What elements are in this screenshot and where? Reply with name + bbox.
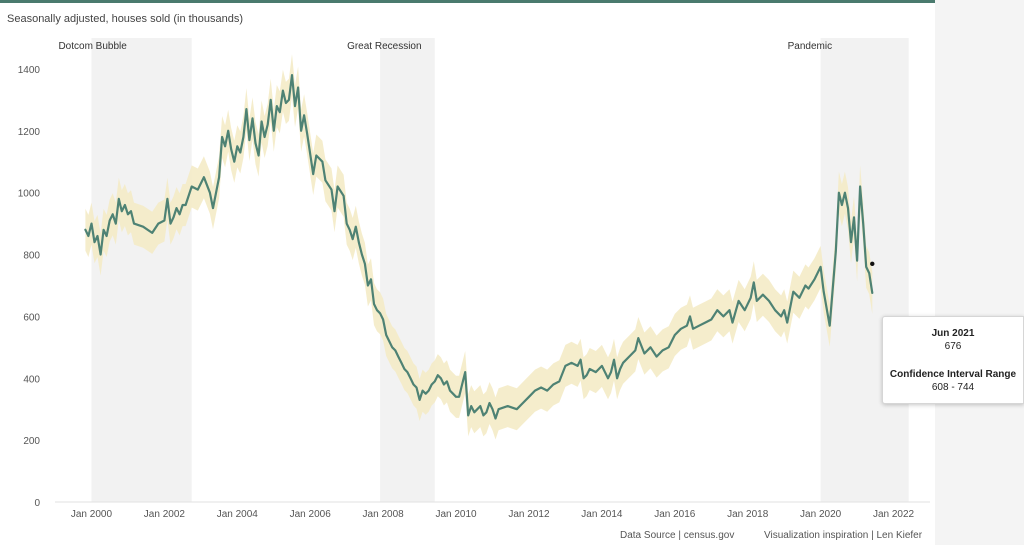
x-tick-label: Jan 2014	[581, 509, 623, 520]
y-tick-label: 400	[23, 374, 40, 385]
recession-label-0: Dotcom Bubble	[58, 41, 127, 52]
tooltip-range-label: Confidence Interval Range	[889, 369, 1017, 380]
y-tick-label: 1400	[18, 65, 41, 76]
x-tick-label: Jan 2000	[71, 509, 113, 520]
data-source-note: Data Source | census.gov	[620, 530, 735, 541]
y-tick-label: 1000	[18, 189, 41, 200]
x-tick-label: Jan 2018	[727, 509, 769, 520]
sales-line[interactable]	[84, 73, 874, 420]
hover-tooltip: Jun 2021 676 Confidence Interval Range 6…	[882, 316, 1024, 404]
top-accent-rule	[0, 0, 935, 3]
confidence-band	[85, 54, 873, 440]
recession-label-2: Pandemic	[788, 41, 832, 52]
tooltip-date: Jun 2021	[931, 328, 975, 339]
chart-subtitle: Seasonally adjusted, houses sold (in tho…	[7, 13, 244, 25]
new-home-sales-chart[interactable]: Dotcom Bubble Great Recession Pandemic 0 20…	[0, 0, 935, 545]
x-tick-label: Jan 2012	[508, 509, 550, 520]
hover-marker	[870, 261, 875, 267]
y-tick-label: 1200	[18, 127, 41, 138]
x-tick-label: Jan 2002	[144, 509, 186, 520]
y-tick-label: 600	[23, 312, 40, 323]
y-tick-label: 800	[23, 251, 40, 262]
tooltip-value: 676	[944, 341, 962, 352]
x-tick-label: Jan 2010	[435, 509, 477, 520]
x-tick-label: Jan 2022	[873, 509, 915, 520]
y-tick-label: 200	[23, 436, 40, 447]
recession-shade-0	[91, 38, 192, 502]
recession-label-1: Great Recession	[347, 41, 421, 52]
visualization-credit: Visualization inspiration | Len Kiefer	[764, 530, 923, 541]
tooltip-range-value: 608 - 744	[931, 382, 975, 393]
right-gutter	[935, 0, 1024, 545]
y-tick-label: 0	[34, 498, 40, 509]
x-tick-label: Jan 2020	[800, 509, 842, 520]
x-tick-label: Jan 2008	[363, 509, 405, 520]
recession-shade-1	[380, 38, 435, 502]
x-tick-label: Jan 2006	[290, 509, 332, 520]
x-tick-label: Jan 2016	[654, 509, 696, 520]
x-tick-label: Jan 2004	[217, 509, 259, 520]
